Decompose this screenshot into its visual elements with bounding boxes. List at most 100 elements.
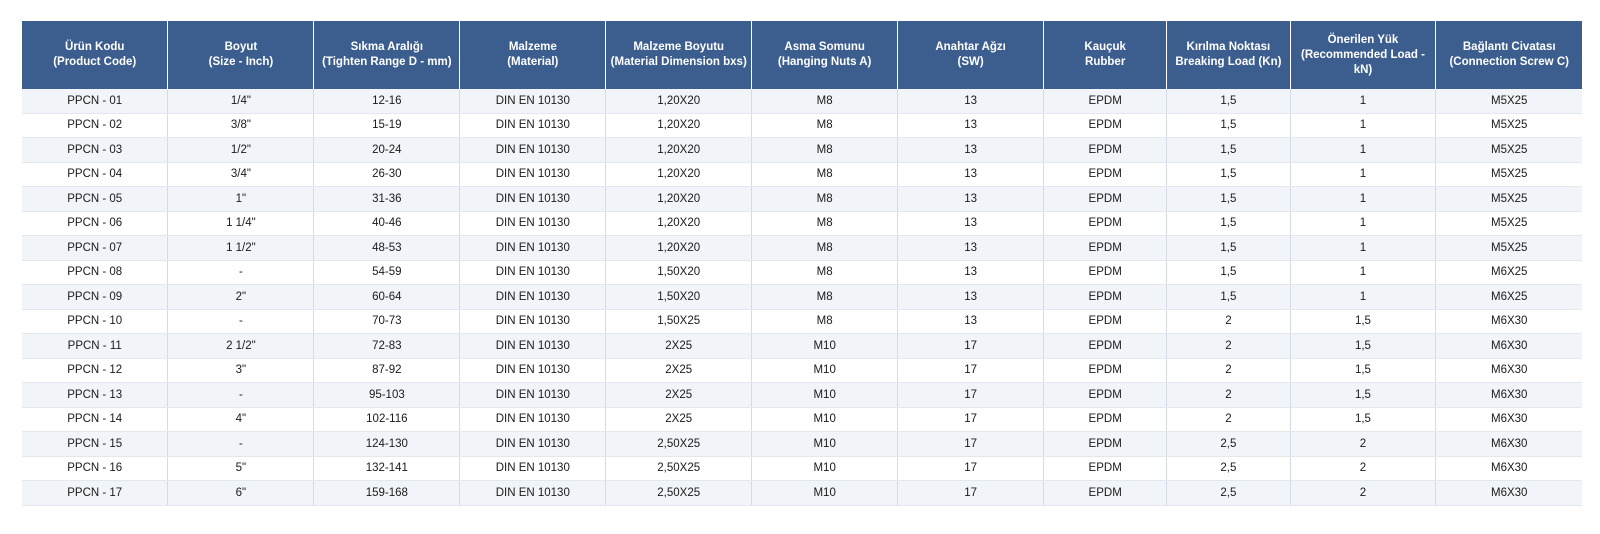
cell-rubber: EPDM	[1043, 456, 1168, 481]
header-size: Boyut (Size - Inch)	[167, 21, 315, 89]
cell-hanging-nuts: M10	[751, 407, 899, 432]
cell-breaking-load: 1,5	[1166, 211, 1291, 236]
cell-size: 1/4"	[167, 89, 315, 114]
cell-tighten-range: 15-19	[313, 113, 461, 138]
cell-material: DIN EN 10130	[459, 407, 607, 432]
cell-tighten-range: 87-92	[313, 358, 461, 383]
cell-product-code: PPCN - 07	[22, 235, 169, 261]
cell-sw: 13	[897, 186, 1045, 212]
table-row: PPCN - 03 1/2" 20-24 DIN EN 10130 1,20X20 M8 1…	[22, 137, 1582, 163]
cell-connection-screw: M6X30	[1435, 358, 1582, 383]
cell-rubber: EPDM	[1043, 162, 1168, 187]
cell-hanging-nuts: M8	[751, 309, 899, 334]
cell-material-dimension: 2X25	[605, 358, 753, 383]
cell-material: DIN EN 10130	[459, 186, 607, 212]
cell-product-code: PPCN - 12	[22, 358, 169, 383]
table-row: PPCN - 05 1" 31-36 DIN EN 10130 1,20X20 M8 13 E…	[22, 186, 1582, 212]
cell-recommended-load: 1,5	[1290, 358, 1437, 383]
cell-breaking-load: 2,5	[1166, 456, 1291, 481]
cell-recommended-load: 1	[1290, 260, 1437, 285]
cell-material: DIN EN 10130	[459, 89, 607, 114]
cell-material-dimension: 1,50X20	[605, 260, 753, 285]
cell-tighten-range: 159-168	[313, 480, 461, 506]
header-sw: Anahtar Ağzı (SW)	[897, 21, 1045, 89]
cell-recommended-load: 1	[1290, 211, 1437, 236]
cell-rubber: EPDM	[1043, 89, 1168, 114]
table-row: PPCN - 08-54-59 DIN EN 10130 1,50X20 M8 13 EP…	[22, 260, 1582, 285]
cell-connection-screw: M5X25	[1435, 137, 1582, 163]
cell-tighten-range: 20-24	[313, 137, 461, 163]
table-row: PPCN - 09 2" 60-64 DIN EN 10130 1,50X20 M8 13 E…	[22, 284, 1582, 310]
cell-product-code: PPCN - 04	[22, 162, 169, 187]
cell-product-code: PPCN - 17	[22, 480, 169, 506]
cell-product-code: PPCN - 14	[22, 407, 169, 432]
cell-size: 6"	[167, 480, 315, 506]
cell-material-dimension: 1,20X20	[605, 186, 753, 212]
cell-product-code: PPCN - 01	[22, 89, 169, 114]
cell-breaking-load: 1,5	[1166, 137, 1291, 163]
cell-material-dimension: 2X25	[605, 382, 753, 408]
cell-hanging-nuts: M10	[751, 333, 899, 359]
cell-connection-screw: M6X25	[1435, 260, 1582, 285]
product-spec-table: Ürün Kodu (Product Code) Boyut (Size - I…	[22, 21, 1582, 506]
cell-size: 1 1/4"	[167, 211, 315, 236]
cell-material-dimension: 1,20X20	[605, 113, 753, 138]
cell-material-dimension: 1,20X20	[605, 137, 753, 163]
header-connection-screw: Bağlantı Civatası (Connection Screw C)	[1435, 21, 1582, 89]
cell-material: DIN EN 10130	[459, 431, 607, 457]
table-row: PPCN - 06 1 1/4" 40-46 DIN EN 10130 1,20X20 M…	[22, 211, 1582, 236]
cell-sw: 13	[897, 235, 1045, 261]
cell-tighten-range: 60-64	[313, 284, 461, 310]
cell-size: 4"	[167, 407, 315, 432]
cell-material-dimension: 2,50X25	[605, 431, 753, 457]
cell-tighten-range: 12-16	[313, 89, 461, 114]
cell-product-code: PPCN - 16	[22, 456, 169, 481]
cell-size: 3/4"	[167, 162, 315, 187]
cell-connection-screw: M5X25	[1435, 211, 1582, 236]
cell-product-code: PPCN - 15	[22, 431, 169, 457]
cell-sw: 17	[897, 358, 1045, 383]
cell-size: 3/8"	[167, 113, 315, 138]
cell-recommended-load: 1,5	[1290, 382, 1437, 408]
cell-rubber: EPDM	[1043, 382, 1168, 408]
cell-product-code: PPCN - 11	[22, 333, 169, 359]
cell-size: -	[167, 260, 315, 285]
cell-material: DIN EN 10130	[459, 113, 607, 138]
cell-recommended-load: 1,5	[1290, 407, 1437, 432]
cell-rubber: EPDM	[1043, 235, 1168, 261]
cell-size: 3"	[167, 358, 315, 383]
cell-breaking-load: 2	[1166, 333, 1291, 359]
cell-rubber: EPDM	[1043, 480, 1168, 506]
cell-hanging-nuts: M10	[751, 480, 899, 506]
cell-rubber: EPDM	[1043, 431, 1168, 457]
cell-breaking-load: 1,5	[1166, 162, 1291, 187]
cell-connection-screw: M5X25	[1435, 113, 1582, 138]
cell-breaking-load: 1,5	[1166, 260, 1291, 285]
cell-recommended-load: 1	[1290, 137, 1437, 163]
cell-product-code: PPCN - 03	[22, 137, 169, 163]
cell-rubber: EPDM	[1043, 358, 1168, 383]
table-row: PPCN - 13-95-103 DIN EN 10130 2X25 M10 17 EPD…	[22, 382, 1582, 408]
cell-breaking-load: 2	[1166, 358, 1291, 383]
cell-size: 1"	[167, 186, 315, 212]
table-row: PPCN - 01 1/4" 12-16 DIN EN 10130 1,20X20 M8 1…	[22, 89, 1582, 114]
cell-connection-screw: M6X30	[1435, 309, 1582, 334]
cell-hanging-nuts: M10	[751, 431, 899, 457]
product-spec-sheet: Ürün Kodu (Product Code) Boyut (Size - I…	[22, 21, 1582, 506]
table-row: PPCN - 04 3/4" 26-30 DIN EN 10130 1,20X20 M8 1…	[22, 162, 1582, 187]
cell-rubber: EPDM	[1043, 113, 1168, 138]
cell-recommended-load: 1	[1290, 113, 1437, 138]
header-hanging-nuts: Asma Somunu (Hanging Nuts A)	[751, 21, 899, 89]
cell-rubber: EPDM	[1043, 260, 1168, 285]
cell-rubber: EPDM	[1043, 284, 1168, 310]
cell-sw: 17	[897, 407, 1045, 432]
cell-connection-screw: M5X25	[1435, 89, 1582, 114]
cell-hanging-nuts: M8	[751, 235, 899, 261]
cell-tighten-range: 26-30	[313, 162, 461, 187]
cell-hanging-nuts: M10	[751, 358, 899, 383]
cell-sw: 13	[897, 211, 1045, 236]
cell-hanging-nuts: M8	[751, 186, 899, 212]
cell-recommended-load: 2	[1290, 480, 1437, 506]
cell-product-code: PPCN - 08	[22, 260, 169, 285]
cell-product-code: PPCN - 02	[22, 113, 169, 138]
